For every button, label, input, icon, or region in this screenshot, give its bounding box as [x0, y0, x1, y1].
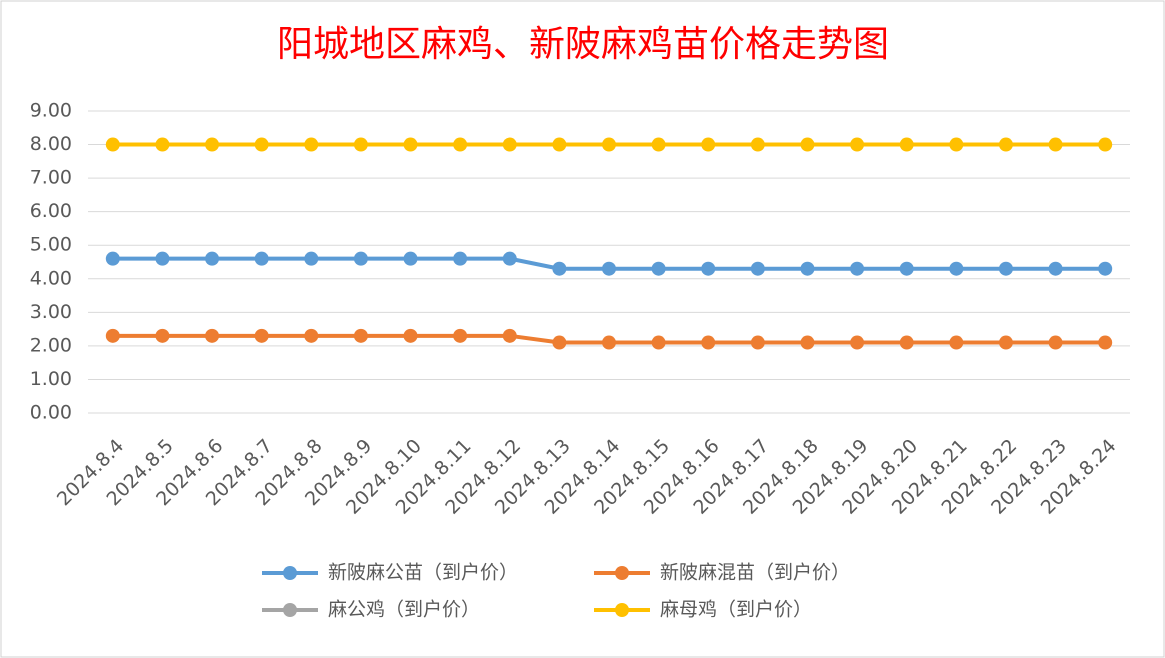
data-point	[155, 328, 170, 343]
data-point	[403, 137, 418, 152]
y-tick-label: 1.00	[30, 368, 72, 390]
data-point	[899, 137, 914, 152]
data-point	[155, 251, 170, 266]
data-point	[155, 137, 170, 152]
data-point	[105, 137, 120, 152]
data-point	[651, 335, 666, 350]
data-point	[254, 137, 269, 152]
data-point	[602, 335, 616, 350]
data-point	[353, 328, 368, 343]
data-point	[899, 261, 914, 276]
data-point	[304, 328, 319, 343]
data-point	[453, 328, 468, 343]
data-point	[353, 137, 368, 152]
data-point	[1098, 335, 1113, 350]
data-point	[105, 328, 120, 343]
data-point	[304, 251, 319, 266]
data-point	[552, 261, 567, 276]
legend-marker	[615, 566, 629, 580]
legend-label: 新陂麻公苗（到户价）	[328, 562, 518, 584]
data-point	[651, 261, 666, 276]
data-point	[205, 328, 220, 343]
data-point	[1098, 261, 1113, 276]
legend-marker	[283, 566, 297, 580]
data-point	[750, 137, 765, 152]
data-point	[701, 137, 716, 152]
data-point	[304, 137, 319, 152]
chart-title: 阳城地区麻鸡、新陂麻鸡苗价格走势图	[277, 24, 889, 65]
data-point	[453, 137, 468, 152]
data-point	[850, 137, 865, 152]
data-point	[254, 251, 269, 266]
legend-label: 麻母鸡（到户价）	[660, 599, 812, 621]
data-point	[800, 335, 815, 350]
data-point	[502, 137, 517, 152]
y-tick-label: 0.00	[30, 402, 72, 424]
y-tick-label: 2.00	[30, 334, 72, 356]
data-point	[701, 335, 716, 350]
y-tick-label: 3.00	[30, 301, 72, 323]
data-point	[602, 261, 616, 276]
data-point	[205, 251, 220, 266]
data-point	[800, 137, 815, 152]
data-point	[899, 335, 914, 350]
data-point	[552, 335, 567, 350]
data-point	[998, 261, 1013, 276]
y-tick-label: 8.00	[30, 133, 72, 155]
y-tick-label: 9.00	[30, 100, 72, 122]
data-point	[1048, 137, 1063, 152]
legend-label: 新陂麻混苗（到户价）	[660, 562, 850, 584]
data-point	[502, 251, 517, 266]
data-point	[998, 335, 1013, 350]
data-point	[750, 335, 765, 350]
data-point	[949, 335, 964, 350]
data-point	[949, 137, 964, 152]
data-point	[949, 261, 964, 276]
data-point	[998, 137, 1013, 152]
legend-marker	[283, 603, 297, 617]
data-point	[453, 251, 468, 266]
data-point	[502, 328, 517, 343]
data-point	[1048, 335, 1063, 350]
data-point	[403, 251, 418, 266]
data-point	[850, 261, 865, 276]
y-tick-label: 5.00	[30, 234, 72, 256]
y-tick-label: 4.00	[30, 267, 72, 289]
data-point	[750, 261, 765, 276]
y-tick-label: 6.00	[30, 200, 72, 222]
data-point	[254, 328, 269, 343]
legend-marker	[615, 603, 629, 617]
data-point	[552, 137, 567, 152]
legend-label: 麻公鸡（到户价）	[328, 599, 480, 621]
data-point	[353, 251, 368, 266]
data-point	[850, 335, 865, 350]
data-point	[800, 261, 815, 276]
data-point	[651, 137, 666, 152]
data-point	[105, 251, 120, 266]
data-point	[1048, 261, 1063, 276]
y-tick-label: 7.00	[30, 167, 72, 189]
data-point	[602, 137, 616, 152]
data-point	[403, 328, 418, 343]
data-point	[1098, 137, 1113, 152]
data-point	[701, 261, 716, 276]
data-point	[205, 137, 220, 152]
